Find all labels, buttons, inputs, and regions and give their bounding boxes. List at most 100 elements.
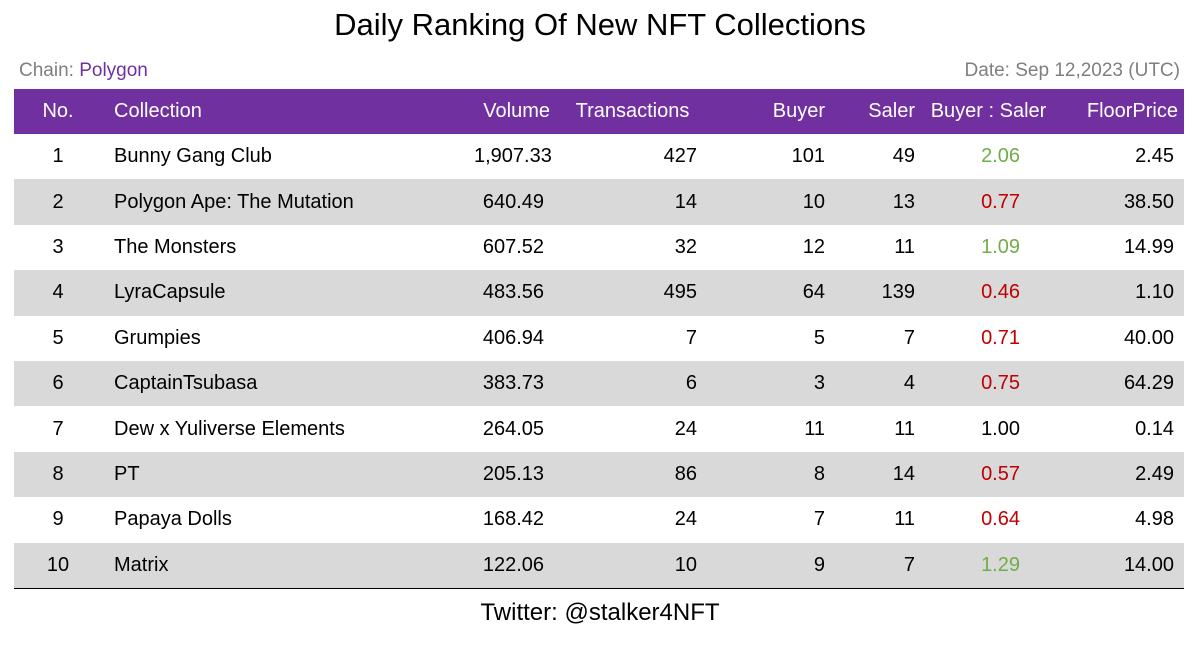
cell-transactions: 427: [663, 145, 697, 168]
cell-floor-price: 0.14: [1135, 417, 1174, 440]
cell-buyer-saler-ratio: 0.46: [915, 270, 1050, 316]
cell-rank: 1: [52, 145, 64, 168]
cell-collection: Grumpies: [114, 326, 201, 349]
cell-collection: LyraCapsule: [102, 270, 474, 316]
cell-buyer-saler-ratio: 0.57: [915, 451, 1050, 498]
cell-buyer: 8: [705, 451, 825, 498]
cell-saler: 11: [894, 508, 915, 531]
cell-rank: 4: [14, 270, 102, 316]
cell-transactions: 86: [550, 451, 705, 498]
cell-volume: 205.13: [474, 451, 550, 498]
cell-saler: 4: [825, 360, 915, 407]
cell-buyer: 7: [813, 508, 825, 531]
column-header-saler: Saler: [825, 89, 915, 134]
cell-rank: 2: [14, 179, 102, 225]
cell-saler: 49: [892, 145, 915, 168]
cell-transactions: 14: [550, 179, 705, 225]
cell-floor-price: 1.10: [1050, 270, 1184, 316]
cell-saler: 13: [825, 179, 915, 225]
table-row: 10 Matrix 122.06 10 9 7 1.29 14.00: [14, 542, 1184, 589]
cell-rank: 9: [52, 508, 64, 531]
cell-floor-price: 14.00: [1050, 542, 1184, 589]
cell-volume: 406.94: [482, 326, 544, 349]
table-row: 2 Polygon Ape: The Mutation 640.49 14 10 13 0.…: [14, 179, 1184, 225]
cell-buyer-saler-ratio: 0.77: [915, 179, 1050, 225]
column-header-buyer-saler-ratio: Buyer : Saler: [915, 89, 1050, 134]
chain-value: Polygon: [79, 60, 148, 81]
cell-buyer: 101: [791, 145, 825, 168]
cell-saler: 11: [894, 417, 915, 440]
cell-collection: Polygon Ape: The Mutation: [102, 179, 474, 225]
ranking-table: No. Collection Volume Transactions Buyer…: [14, 89, 1184, 589]
cell-buyer: 10: [705, 179, 825, 225]
cell-buyer-saler-ratio: 0.75: [915, 360, 1050, 407]
cell-buyer-saler-ratio: 2.06: [981, 145, 1020, 168]
cell-collection: Dew x Yuliverse Elements: [114, 417, 345, 440]
cell-saler: 7: [903, 326, 915, 349]
table-row: 4 LyraCapsule 483.56 495 64 139 0.46 1.10: [14, 270, 1184, 316]
cell-transactions: 495: [550, 270, 705, 316]
column-header-transactions: Transactions: [550, 89, 705, 134]
cell-floor-price: 4.98: [1135, 508, 1174, 531]
cell-transactions: 32: [674, 235, 697, 258]
cell-rank: 8: [14, 451, 102, 498]
cell-volume: 483.56: [474, 270, 550, 316]
cell-rank: 5: [52, 326, 64, 349]
cell-volume: 607.52: [482, 235, 544, 258]
cell-volume: 122.06: [474, 542, 550, 589]
column-header-buyer: Buyer: [705, 89, 825, 134]
column-header-floor-price: FloorPrice: [1050, 89, 1184, 134]
page-title: Daily Ranking Of New NFT Collections: [334, 7, 866, 42]
cell-transactions: 6: [550, 360, 705, 407]
cell-transactions: 24: [674, 508, 697, 531]
cell-saler: 139: [825, 270, 915, 316]
cell-floor-price: 40.00: [1123, 326, 1174, 349]
table-header-row: No. Collection Volume Transactions Buyer…: [14, 89, 1184, 134]
column-header-volume: Volume: [474, 89, 550, 134]
cell-floor-price: 64.29: [1050, 360, 1184, 407]
cell-collection: Bunny Gang Club: [114, 145, 272, 168]
cell-floor-price: 14.99: [1123, 235, 1174, 258]
cell-saler: 7: [825, 542, 915, 589]
cell-collection: The Monsters: [114, 235, 237, 258]
cell-buyer-saler-ratio: 0.71: [981, 326, 1020, 349]
table-row: 3 The Monsters 607.52 32 12 11 1.09 14.99: [14, 225, 1184, 270]
cell-collection: PT: [102, 451, 474, 498]
cell-collection: CaptainTsubasa: [102, 360, 474, 407]
table-row: 8 PT 205.13 86 8 14 0.57 2.49: [14, 451, 1184, 498]
cell-volume: 264.05: [482, 417, 544, 440]
chain-info: Chain: Polygon: [19, 59, 148, 83]
cell-buyer: 12: [802, 235, 825, 258]
cell-volume: 640.49: [474, 179, 550, 225]
cell-floor-price: 2.45: [1135, 145, 1174, 168]
cell-rank: 6: [14, 360, 102, 407]
cell-saler: 14: [825, 451, 915, 498]
cell-volume: 1,907.33: [474, 145, 552, 168]
cell-buyer-saler-ratio: 0.64: [981, 508, 1020, 531]
cell-collection: Papaya Dolls: [114, 508, 232, 531]
cell-volume: 168.42: [482, 508, 544, 531]
footer-credit: Twitter: @stalker4NFT: [480, 599, 720, 626]
cell-rank: 10: [14, 542, 102, 589]
cell-buyer: 9: [705, 542, 825, 589]
cell-buyer-saler-ratio: 1.29: [915, 542, 1050, 589]
cell-volume: 383.73: [474, 360, 550, 407]
cell-transactions: 7: [685, 326, 697, 349]
chain-label: Chain:: [19, 60, 80, 81]
cell-buyer-saler-ratio: 1.09: [981, 235, 1020, 258]
column-header-collection: Collection: [102, 89, 474, 134]
cell-buyer: 3: [705, 360, 825, 407]
cell-transactions: 10: [550, 542, 705, 589]
cell-floor-price: 38.50: [1050, 179, 1184, 225]
cell-transactions: 24: [674, 417, 697, 440]
table-row: 1 Bunny Gang Club 1,907.33 427 101 49 2.06 2.45: [14, 134, 1184, 179]
cell-buyer: 11: [804, 417, 825, 440]
cell-saler: 11: [894, 235, 915, 258]
cell-buyer-saler-ratio: 1.00: [981, 417, 1020, 440]
date-info: Date: Sep 12,2023 (UTC): [964, 60, 1180, 81]
column-header-no: No.: [14, 89, 102, 134]
cell-buyer: 64: [705, 270, 825, 316]
table-row: 5 Grumpies 406.94 7 5 7 0.71 40.00: [14, 316, 1184, 361]
table-row: 9 Papaya Dolls 168.42 24 7 11 0.64 4.98: [14, 497, 1184, 542]
cell-rank: 7: [52, 417, 64, 440]
